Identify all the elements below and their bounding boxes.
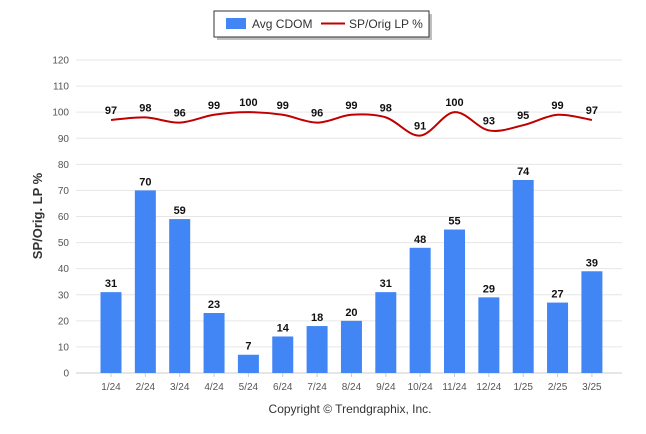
bar-6-24 (272, 336, 294, 373)
line-value-label: 99 (277, 100, 289, 112)
bar-data-labels: 31 70 59 23 7 14 18 20 31 48 55 29 74 27 39 (105, 166, 598, 353)
x-tick-label: 3/24 (170, 382, 190, 393)
x-tick-label: 2/24 (136, 382, 156, 393)
bar-value-label: 59 (174, 205, 186, 217)
legend-label-avg-cdom: Avg CDOM (252, 17, 312, 31)
bar-value-label: 14 (277, 322, 290, 334)
x-tick-label: 3/25 (582, 382, 602, 393)
x-tick-label: 1/25 (513, 382, 533, 393)
bar-3-25 (581, 271, 603, 373)
y-axis-title: SP/Orig. LP % (30, 172, 45, 259)
bar-9-24 (375, 292, 397, 373)
line-value-label: 97 (105, 105, 117, 117)
bar-2-24 (134, 190, 156, 373)
grid-lines (76, 59, 622, 374)
line-value-label: 91 (414, 121, 426, 133)
y-tick-label: 30 (58, 290, 70, 301)
bar-value-label: 70 (139, 176, 151, 188)
y-tick-label: 10 (58, 342, 70, 353)
bar-value-label: 20 (345, 307, 357, 319)
bar-value-label: 39 (586, 257, 598, 269)
y-tick-label: 0 (63, 369, 69, 380)
line-sp-orig-lp (110, 111, 593, 137)
line-value-label: 95 (517, 110, 529, 122)
y-axis-ticks: 0 10 20 30 40 50 60 70 80 90 100 110 120 (52, 56, 69, 380)
x-tick-label: 4/24 (204, 382, 224, 393)
bar-value-label: 74 (517, 166, 530, 178)
y-tick-label: 120 (52, 56, 69, 67)
x-tick-label: 12/24 (476, 382, 501, 393)
y-tick-label: 100 (52, 108, 69, 119)
bar-4-24 (203, 313, 225, 373)
line-value-label: 93 (483, 115, 495, 127)
x-tick-label: 9/24 (376, 382, 396, 393)
x-tick-label: 5/24 (239, 382, 259, 393)
line-value-label: 100 (445, 97, 463, 109)
x-tick-label: 6/24 (273, 382, 293, 393)
bar-3-24 (169, 219, 191, 373)
bar-value-label: 29 (483, 283, 495, 295)
line-value-label: 96 (311, 108, 323, 120)
x-tick-label: 7/24 (307, 382, 327, 393)
line-series (110, 111, 593, 137)
line-value-label: 99 (208, 100, 220, 112)
legend: Avg CDOM SP/Orig LP % (213, 10, 432, 40)
y-tick-label: 60 (58, 212, 70, 223)
bar-8-24 (340, 320, 362, 373)
line-value-label: 99 (551, 100, 563, 112)
bar-series (100, 179, 603, 373)
bar-value-label: 18 (311, 312, 323, 324)
y-tick-label: 20 (58, 316, 70, 327)
y-tick-label: 80 (58, 160, 70, 171)
bar-value-label: 31 (105, 278, 117, 290)
line-value-label: 98 (139, 102, 151, 114)
x-tick-label: 11/24 (442, 382, 467, 393)
line-value-label: 100 (239, 97, 257, 109)
y-tick-label: 40 (58, 264, 70, 275)
line-value-label: 99 (345, 100, 357, 112)
y-tick-label: 50 (58, 238, 70, 249)
y-tick-label: 90 (58, 134, 70, 145)
bar-11-24 (444, 229, 465, 373)
x-axis-ticks: 1/24 2/24 3/24 4/24 5/24 6/24 7/24 8/24 9/24 10/2… (101, 373, 602, 393)
x-tick-label: 1/24 (101, 382, 121, 393)
bar-12-24 (478, 297, 500, 373)
bar-value-label: 23 (208, 299, 220, 311)
line-value-label: 96 (174, 108, 186, 120)
x-tick-label: 2/25 (548, 382, 568, 393)
line-value-label: 97 (586, 105, 598, 117)
legend-label-sp-orig-lp: SP/Orig LP % (349, 17, 423, 31)
bar-5-24 (237, 354, 259, 373)
bar-value-label: 55 (448, 216, 460, 228)
y-tick-label: 70 (58, 186, 70, 197)
line-value-label: 98 (380, 102, 392, 114)
bar-value-label: 31 (380, 278, 392, 290)
bar-7-24 (306, 326, 328, 373)
bar-2-25 (547, 302, 569, 373)
copyright-credit: Copyright © Trendgraphix, Inc. (269, 402, 432, 416)
legend-swatch-avg-cdom (226, 18, 246, 29)
x-tick-label: 10/24 (408, 382, 433, 393)
bar-1-24 (100, 292, 122, 373)
bar-1-25 (512, 179, 534, 373)
bar-value-label: 48 (414, 234, 426, 246)
bar-value-label: 7 (245, 341, 251, 353)
line-data-labels: 97 98 96 99 100 99 96 99 98 91 100 93 95 99 97 (105, 97, 598, 132)
y-tick-label: 110 (53, 82, 69, 93)
bar-10-24 (409, 247, 431, 373)
x-tick-label: 8/24 (342, 382, 362, 393)
bar-value-label: 27 (551, 289, 563, 301)
